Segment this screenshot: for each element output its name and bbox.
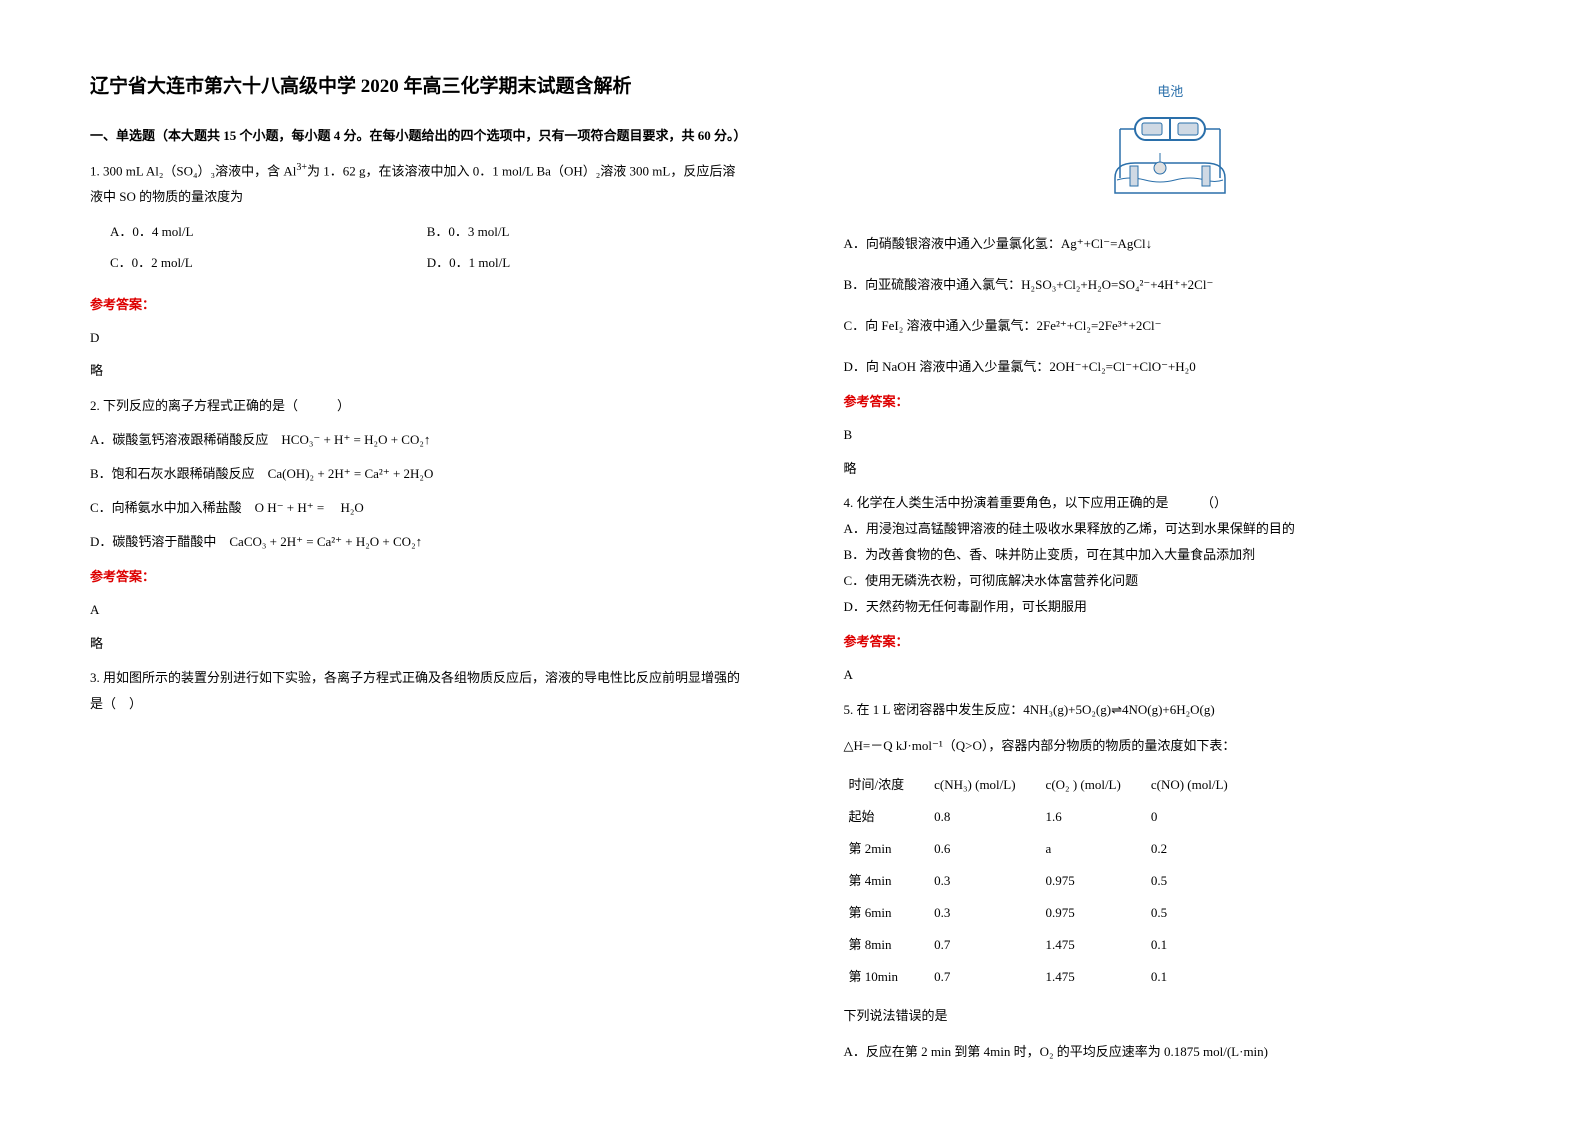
td: 0.1 — [1146, 961, 1253, 993]
q5-text3: 下列说法错误的是 — [844, 1003, 1498, 1029]
td: 0.2 — [1146, 833, 1253, 865]
q1-optA: A．0．4 mol/L — [110, 220, 427, 243]
q1-options: A．0．4 mol/L B．0．3 mol/L C．0．2 mol/L D．0．… — [90, 220, 744, 283]
td: 0.5 — [1146, 897, 1253, 929]
battery-icon — [1105, 108, 1235, 198]
th-1: c(NH₃) (mol/L) — [929, 769, 1040, 801]
question-5: 5. 在 1 L 密闭容器中发生反应：4NH₃(g)+5O₂(g)⇌4NO(g)… — [844, 697, 1498, 1065]
q1-optD: D．0．1 mol/L — [427, 251, 744, 274]
q3-answer: B — [844, 423, 1498, 446]
td: 0.975 — [1041, 897, 1146, 929]
q1-note: 略 — [90, 359, 744, 382]
table-row: 第 8min 0.7 1.475 0.1 — [844, 929, 1253, 961]
q3-note: 略 — [844, 457, 1498, 480]
q4-answer: A — [844, 663, 1498, 686]
td: 第 6min — [844, 897, 930, 929]
sup-3plus: 3+ — [296, 162, 307, 173]
q1-answer: D — [90, 326, 744, 349]
q3-optD: D．向 NaOH 溶液中通入少量氯气：2OH⁻+Cl₂=Cl⁻+ClO⁻+H₂0 — [844, 354, 1498, 380]
q4-optB: B．为改善食物的色、香、味并防止变质，可在其中加入大量食品添加剂 — [844, 542, 1498, 568]
td: 1.475 — [1041, 929, 1146, 961]
main-title: 辽宁省大连市第六十八高级中学 2020 年高三化学期末试题含解析 — [90, 70, 744, 104]
td: 第 10min — [844, 961, 930, 993]
td: 0.5 — [1146, 865, 1253, 897]
q5-table: 时间/浓度 c(NH₃) (mol/L) c(O₂ ) (mol/L) c(NO… — [844, 769, 1253, 993]
right-column: 电池 A．向硝酸银溶液中通入少量氯化氢：Ag⁺+Cl⁻=AgCl↓ B．向亚硫酸… — [794, 0, 1587, 1122]
question-1: 1. 300 mL Al₂（SO₄）₃溶液中，含 Al3+为 1．62 g，在该… — [90, 158, 744, 210]
td: 0.7 — [929, 929, 1040, 961]
td: 0.3 — [929, 865, 1040, 897]
q2-note: 略 — [90, 632, 744, 655]
th-2: c(O₂ ) (mol/L) — [1041, 769, 1146, 801]
td: a — [1041, 833, 1146, 865]
th-0: 时间/浓度 — [844, 769, 930, 801]
td: 第 4min — [844, 865, 930, 897]
td: 0.1 — [1146, 929, 1253, 961]
td: 第 2min — [844, 833, 930, 865]
q4-optC: C．使用无磷洗衣粉，可彻底解决水体富营养化问题 — [844, 568, 1498, 594]
q4-answer-label: 参考答案： — [844, 630, 1498, 653]
td: 第 8min — [844, 929, 930, 961]
diagram-label: 电池 — [844, 80, 1498, 103]
q5-text: 5. 在 1 L 密闭容器中发生反应：4NH₃(g)+5O₂(g)⇌4NO(g)… — [844, 697, 1498, 723]
td: 1.6 — [1041, 801, 1146, 833]
table-header-row: 时间/浓度 c(NH₃) (mol/L) c(O₂ ) (mol/L) c(NO… — [844, 769, 1253, 801]
q1-optC: C．0．2 mol/L — [110, 251, 427, 274]
battery-diagram: 电池 — [844, 80, 1498, 206]
question-2: 2. 下列反应的离子方程式正确的是（ ） A．碳酸氢钙溶液跟稀硝酸反应 HCO₃… — [90, 393, 744, 555]
table-row: 第 6min 0.3 0.975 0.5 — [844, 897, 1253, 929]
q1-text-part1: 1. 300 mL Al₂（SO₄）₃溶液中，含 Al — [90, 163, 296, 178]
q3-optB: B．向亚硫酸溶液中通入氯气：H₂SO₃+Cl₂+H₂O=SO₄²⁻+4H⁺+2C… — [844, 272, 1498, 298]
q2-optC: C．向稀氨水中加入稀盐酸 O H⁻ + H⁺ = H₂O — [90, 495, 744, 521]
q2-optD: D．碳酸钙溶于醋酸中 CaCO₃ + 2H⁺ = Ca²⁺ + H₂O + CO… — [90, 529, 744, 555]
th-3: c(NO) (mol/L) — [1146, 769, 1253, 801]
q3-text: 3. 用如图所示的装置分别进行如下实验，各离子方程式正确及各组物质反应后，溶液的… — [90, 665, 744, 717]
table-row: 第 2min 0.6 a 0.2 — [844, 833, 1253, 865]
q4-text: 4. 化学在人类生活中扮演着重要角色，以下应用正确的是 （） — [844, 490, 1498, 516]
q2-optB: B．饱和石灰水跟稀硝酸反应 Ca(OH)₂ + 2H⁺ = Ca²⁺ + 2H₂… — [90, 461, 744, 487]
q4-optA: A．用浸泡过高锰酸钾溶液的硅土吸收水果释放的乙烯，可达到水果保鲜的目的 — [844, 516, 1498, 542]
q4-optD: D．天然药物无任何毒副作用，可长期服用 — [844, 594, 1498, 620]
q3-answer-label: 参考答案： — [844, 390, 1498, 413]
left-column: 辽宁省大连市第六十八高级中学 2020 年高三化学期末试题含解析 一、单选题（本… — [0, 0, 794, 1122]
q3-optA: A．向硝酸银溶液中通入少量氯化氢：Ag⁺+Cl⁻=AgCl↓ — [844, 231, 1498, 257]
q2-answer-label: 参考答案： — [90, 565, 744, 588]
td: 起始 — [844, 801, 930, 833]
table-row: 第 4min 0.3 0.975 0.5 — [844, 865, 1253, 897]
q5-optA: A．反应在第 2 min 到第 4min 时，O₂ 的平均反应速率为 0.187… — [844, 1039, 1498, 1065]
question-3: 3. 用如图所示的装置分别进行如下实验，各离子方程式正确及各组物质反应后，溶液的… — [90, 665, 744, 717]
td: 0.6 — [929, 833, 1040, 865]
q3-optC: C．向 FeI₂ 溶液中通入少量氯气：2Fe²⁺+Cl₂=2Fe³⁺+2Cl⁻ — [844, 313, 1498, 339]
q1-answer-label: 参考答案： — [90, 293, 744, 316]
table-row: 起始 0.8 1.6 0 — [844, 801, 1253, 833]
td: 0.3 — [929, 897, 1040, 929]
q3-options: A．向硝酸银溶液中通入少量氯化氢：Ag⁺+Cl⁻=AgCl↓ B．向亚硫酸溶液中… — [844, 231, 1498, 380]
q2-answer: A — [90, 598, 744, 621]
q1-optB: B．0．3 mol/L — [427, 220, 744, 243]
question-4: 4. 化学在人类生活中扮演着重要角色，以下应用正确的是 （） A．用浸泡过高锰酸… — [844, 490, 1498, 620]
td: 0.975 — [1041, 865, 1146, 897]
q2-optA: A．碳酸氢钙溶液跟稀硝酸反应 HCO₃⁻ + H⁺ = H₂O + CO₂↑ — [90, 427, 744, 453]
table-row: 第 10min 0.7 1.475 0.1 — [844, 961, 1253, 993]
q5-text2: △H=－Q kJ·mol⁻¹（Q>O），容器内部分物质的物质的量浓度如下表： — [844, 733, 1498, 759]
td: 1.475 — [1041, 961, 1146, 993]
section-title: 一、单选题（本大题共 15 个小题，每小题 4 分。在每小题给出的四个选项中，只… — [90, 124, 744, 147]
td: 0.7 — [929, 961, 1040, 993]
q2-text: 2. 下列反应的离子方程式正确的是（ ） — [90, 393, 744, 419]
td: 0 — [1146, 801, 1253, 833]
td: 0.8 — [929, 801, 1040, 833]
